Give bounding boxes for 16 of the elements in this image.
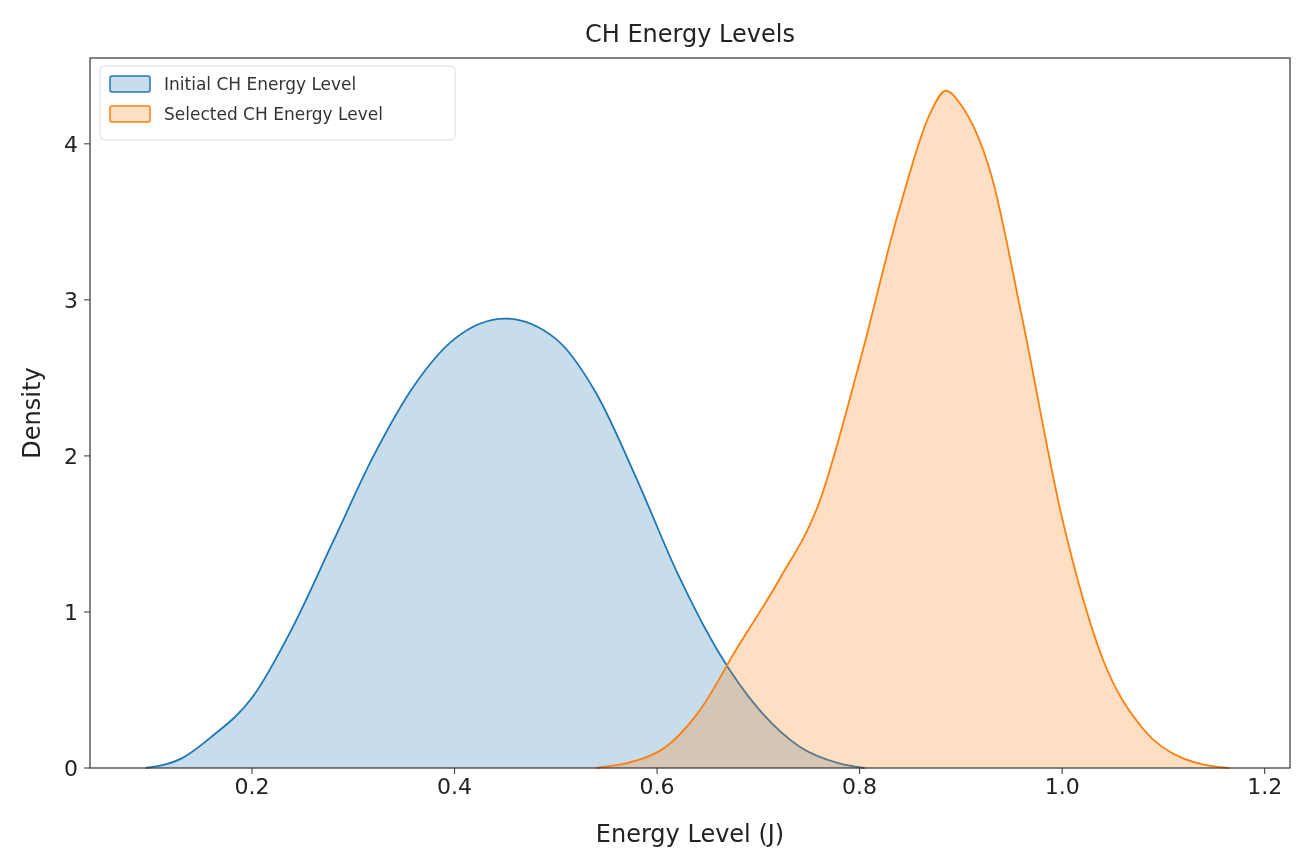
x-tick-label: 1.0	[1044, 774, 1080, 799]
chart-title: CH Energy Levels	[585, 20, 795, 48]
y-axis-title: Density	[18, 367, 46, 459]
y-tick-label: 4	[64, 131, 78, 157]
x-tick-label: 0.2	[234, 774, 270, 799]
legend-label: Selected CH Energy Level	[164, 104, 383, 124]
x-tick-label: 0.4	[437, 774, 473, 799]
legend-label: Initial CH Energy Level	[164, 74, 357, 94]
x-tick-label: 0.8	[842, 774, 878, 799]
x-tick-label: 0.6	[639, 774, 675, 799]
y-tick-label: 0	[64, 756, 78, 781]
x-tick-label: 1.2	[1247, 774, 1283, 799]
y-tick-label: 3	[64, 287, 78, 313]
y-tick-label: 1	[64, 599, 78, 625]
x-axis-title: Energy Level (J)	[595, 820, 785, 848]
y-tick-label: 2	[64, 443, 78, 469]
